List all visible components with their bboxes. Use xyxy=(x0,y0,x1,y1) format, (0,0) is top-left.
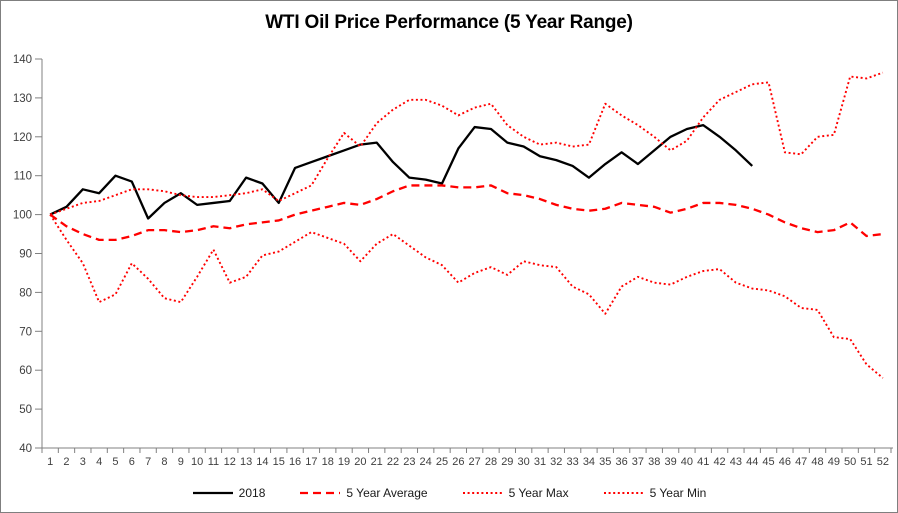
y-tick-label: 110 xyxy=(14,171,32,183)
series-line-5-year-average[interactable] xyxy=(49,184,883,242)
x-tick-label: 15 xyxy=(273,456,285,468)
y-tick-label: 70 xyxy=(19,326,32,338)
y-tick-label: 100 xyxy=(13,210,32,222)
x-tick-label: 17 xyxy=(305,456,317,468)
x-tick-label: 27 xyxy=(469,456,481,468)
x-tick-label: 30 xyxy=(518,456,530,468)
y-tick-label: 80 xyxy=(19,287,32,299)
x-tick-label: 18 xyxy=(322,456,334,468)
y-tick-label: 40 xyxy=(19,443,32,455)
series-line-5-year-max[interactable] xyxy=(49,71,884,216)
x-tick-label: 32 xyxy=(550,456,562,468)
y-tick-label: 90 xyxy=(19,249,32,261)
x-tick-label: 1 xyxy=(47,456,53,468)
x-tick-label: 40 xyxy=(681,456,693,468)
x-tick-label: 24 xyxy=(420,456,432,468)
x-tick-label: 48 xyxy=(811,456,823,468)
x-tick-label: 25 xyxy=(436,456,448,468)
x-tick-label: 42 xyxy=(713,456,725,468)
y-tick-label: 50 xyxy=(19,404,32,416)
x-tick-label: 41 xyxy=(697,456,709,468)
legend-label: 5 Year Min xyxy=(649,486,707,500)
x-tick-label: 23 xyxy=(403,456,415,468)
legend-item-5-year-min[interactable]: 5 Year Min xyxy=(603,486,707,500)
legend-label: 2018 xyxy=(238,486,266,500)
x-tick-label: 16 xyxy=(289,456,301,468)
x-tick-label: 7 xyxy=(145,456,151,468)
y-tick-label: 140 xyxy=(13,54,32,66)
y-tick-label: 120 xyxy=(13,132,32,144)
x-tick-label: 51 xyxy=(860,456,872,468)
x-tick-label: 37 xyxy=(632,456,644,468)
x-tick-label: 39 xyxy=(664,456,676,468)
x-tick-label: 9 xyxy=(178,456,184,468)
legend-line-sample xyxy=(462,492,503,494)
x-tick-label: 26 xyxy=(452,456,464,468)
x-tick-label: 31 xyxy=(534,456,546,468)
legend-line-sample xyxy=(603,492,644,494)
x-tick-label: 5 xyxy=(112,456,118,468)
legend-line-sample xyxy=(300,491,341,495)
x-tick-label: 47 xyxy=(795,456,807,468)
legend-label: 5 Year Average xyxy=(346,486,428,500)
x-tick-label: 6 xyxy=(129,456,135,468)
x-tick-label: 43 xyxy=(730,456,742,468)
x-tick-label: 20 xyxy=(354,456,366,468)
x-tick-label: 19 xyxy=(338,456,350,468)
series-line-2018[interactable] xyxy=(49,123,754,220)
x-tick-label: 22 xyxy=(387,456,399,468)
x-tick-label: 49 xyxy=(828,456,840,468)
x-tick-label: 36 xyxy=(615,456,627,468)
legend-item-2018[interactable]: 2018 xyxy=(192,486,266,500)
x-tick-label: 33 xyxy=(567,456,579,468)
legend-label: 5 Year Max xyxy=(508,486,569,500)
x-tick-label: 50 xyxy=(844,456,856,468)
x-tick-label: 2 xyxy=(63,456,69,468)
legend: 2018 5 Year Average 5 Year Max 5 Year Min xyxy=(1,486,897,500)
chart-title: WTI Oil Price Performance (5 Year Range) xyxy=(265,12,633,33)
x-tick-label: 13 xyxy=(240,456,252,468)
x-tick-label: 28 xyxy=(485,456,497,468)
series-line-5-year-min[interactable] xyxy=(49,214,884,379)
x-tick-label: 44 xyxy=(746,456,758,468)
x-tick-label: 12 xyxy=(224,456,236,468)
x-tick-label: 11 xyxy=(208,456,219,468)
x-tick-label: 8 xyxy=(161,456,167,468)
y-tick-label: 130 xyxy=(13,93,32,105)
x-tick-label: 29 xyxy=(501,456,513,468)
x-tick-label: 38 xyxy=(648,456,660,468)
legend-item-5-year-max[interactable]: 5 Year Max xyxy=(462,486,569,500)
x-tick-label: 4 xyxy=(96,456,102,468)
x-tick-label: 52 xyxy=(877,456,889,468)
legend-item-5-year-average[interactable]: 5 Year Average xyxy=(299,486,428,500)
x-tick-label: 45 xyxy=(762,456,774,468)
y-tick-label: 60 xyxy=(19,365,32,377)
x-tick-label: 34 xyxy=(583,456,595,468)
x-tick-label: 21 xyxy=(371,456,383,468)
legend-line-sample xyxy=(192,491,233,495)
x-tick-label: 3 xyxy=(80,456,86,468)
x-tick-label: 10 xyxy=(191,456,203,468)
x-tick-label: 46 xyxy=(779,456,791,468)
x-tick-label: 14 xyxy=(256,456,268,468)
x-tick-label: 35 xyxy=(599,456,611,468)
